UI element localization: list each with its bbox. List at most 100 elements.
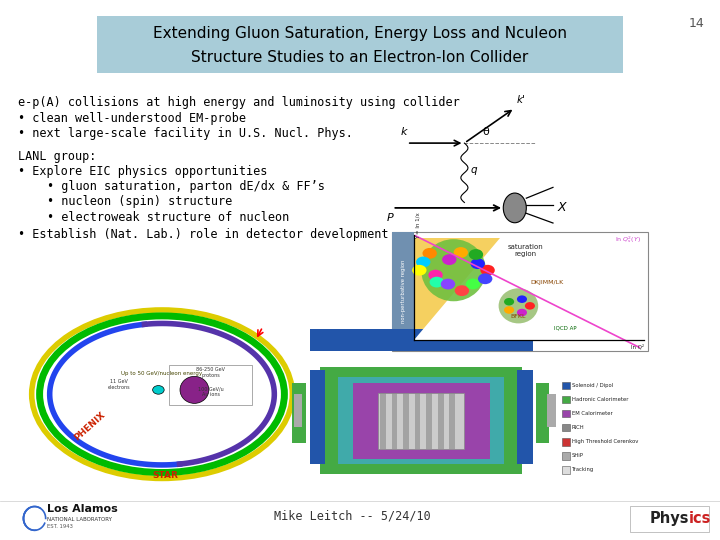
Text: k': k' <box>517 95 526 105</box>
Bar <box>536 383 549 443</box>
Text: IQCD AP: IQCD AP <box>554 326 577 330</box>
Text: non-perturbative region: non-perturbative region <box>401 260 405 323</box>
Circle shape <box>470 258 485 269</box>
Text: DKJIMM/LK: DKJIMM/LK <box>531 280 564 286</box>
Ellipse shape <box>498 288 538 323</box>
Bar <box>380 393 386 449</box>
Bar <box>562 410 570 417</box>
Text: Mike Leitch -- 5/24/10: Mike Leitch -- 5/24/10 <box>274 510 431 523</box>
Text: Tracking: Tracking <box>572 467 594 472</box>
Text: • clean well-understood EM-probe: • clean well-understood EM-probe <box>18 112 246 125</box>
Text: P: P <box>387 213 393 222</box>
Circle shape <box>504 298 514 306</box>
Circle shape <box>455 285 469 296</box>
Text: Los Alamos: Los Alamos <box>47 504 117 514</box>
Bar <box>562 466 570 474</box>
Bar <box>320 367 522 474</box>
Bar <box>403 393 409 449</box>
Circle shape <box>480 265 495 275</box>
Circle shape <box>423 248 437 259</box>
Bar <box>310 370 325 464</box>
Bar <box>353 383 490 459</box>
Circle shape <box>428 269 443 280</box>
Bar <box>562 382 570 389</box>
Circle shape <box>412 265 426 275</box>
Text: • nucleon (spin) structure: • nucleon (spin) structure <box>47 195 232 208</box>
Circle shape <box>430 276 444 287</box>
Text: SHiP: SHiP <box>572 453 583 458</box>
Bar <box>630 506 709 532</box>
Text: NATIONAL LABORATORY: NATIONAL LABORATORY <box>47 517 112 522</box>
Ellipse shape <box>503 193 526 222</box>
Circle shape <box>517 295 527 303</box>
Text: BFKL: BFKL <box>510 314 526 319</box>
Bar <box>415 393 420 449</box>
Bar <box>414 238 641 340</box>
Bar <box>547 394 556 427</box>
Circle shape <box>525 302 535 309</box>
Bar <box>449 393 455 449</box>
Text: PHENIX: PHENIX <box>73 410 107 442</box>
Polygon shape <box>414 238 641 340</box>
Circle shape <box>416 256 431 267</box>
Bar <box>426 393 432 449</box>
Ellipse shape <box>180 376 209 403</box>
Text: 100 GeV/u
Au ions: 100 GeV/u Au ions <box>198 386 224 397</box>
Text: Hadronic Calorimeter: Hadronic Calorimeter <box>572 397 628 402</box>
Text: LANL group:: LANL group: <box>18 150 96 163</box>
Text: STAR: STAR <box>153 471 179 480</box>
Bar <box>438 393 444 449</box>
Text: 14: 14 <box>688 17 704 30</box>
Bar <box>392 232 414 351</box>
Text: RICH: RICH <box>572 425 585 430</box>
Circle shape <box>504 306 514 314</box>
Text: • electroweak structure of nucleon: • electroweak structure of nucleon <box>47 211 289 224</box>
Circle shape <box>454 247 468 258</box>
Bar <box>392 393 397 449</box>
Bar <box>169 364 252 405</box>
Circle shape <box>478 273 492 284</box>
Text: θ: θ <box>482 126 489 137</box>
Bar <box>294 394 302 427</box>
Bar <box>378 393 464 449</box>
Circle shape <box>469 249 483 260</box>
Text: Structure Studies to an Electron-Ion Collider: Structure Studies to an Electron-Ion Col… <box>192 50 528 64</box>
Text: High Threshold Cerenkov: High Threshold Cerenkov <box>572 439 638 444</box>
Ellipse shape <box>421 239 486 301</box>
Bar <box>562 452 570 460</box>
Bar <box>562 438 570 446</box>
Text: • gluon saturation, parton dE/dx & FF’s: • gluon saturation, parton dE/dx & FF’s <box>47 180 325 193</box>
Circle shape <box>442 254 456 265</box>
Bar <box>562 396 570 403</box>
Text: ics: ics <box>689 511 711 526</box>
Text: q: q <box>470 165 477 175</box>
Text: Up to 50 GeV/nucleon energy: Up to 50 GeV/nucleon energy <box>122 372 202 376</box>
Text: X: X <box>558 201 567 214</box>
Circle shape <box>441 279 455 289</box>
Text: ln $Q_s^2(Y)$: ln $Q_s^2(Y)$ <box>615 234 641 245</box>
Text: • Explore EIC physics opportunities: • Explore EIC physics opportunities <box>18 165 267 178</box>
Text: EST. 1943: EST. 1943 <box>47 524 73 529</box>
Text: saturation
region: saturation region <box>508 244 544 257</box>
Bar <box>517 370 533 464</box>
Text: Phys: Phys <box>650 511 689 526</box>
Circle shape <box>153 386 164 394</box>
Bar <box>97 16 623 73</box>
Text: • Establish (Nat. Lab.) role in detector development: • Establish (Nat. Lab.) role in detector… <box>18 228 389 241</box>
Text: e-p(A) collisions at high energy and luminosity using collider: e-p(A) collisions at high energy and lum… <box>18 96 460 109</box>
Text: 11 GeV
electrons: 11 GeV electrons <box>107 379 130 390</box>
Text: Y = ln 1/x: Y = ln 1/x <box>415 212 420 239</box>
Circle shape <box>466 279 480 289</box>
Text: EM Calorimeter: EM Calorimeter <box>572 411 613 416</box>
Bar <box>562 424 570 431</box>
Text: Solenoid / Dipol: Solenoid / Dipol <box>572 383 613 388</box>
Text: ln Q²: ln Q² <box>631 344 644 349</box>
Text: 86-250 GeV
protons: 86-250 GeV protons <box>197 367 225 378</box>
Bar <box>292 383 306 443</box>
Bar <box>392 232 648 351</box>
Bar <box>310 329 533 351</box>
Text: k: k <box>401 126 408 137</box>
Circle shape <box>517 309 527 316</box>
Bar <box>338 377 504 464</box>
Text: • next large-scale facility in U.S. Nucl. Phys.: • next large-scale facility in U.S. Nucl… <box>18 127 353 140</box>
